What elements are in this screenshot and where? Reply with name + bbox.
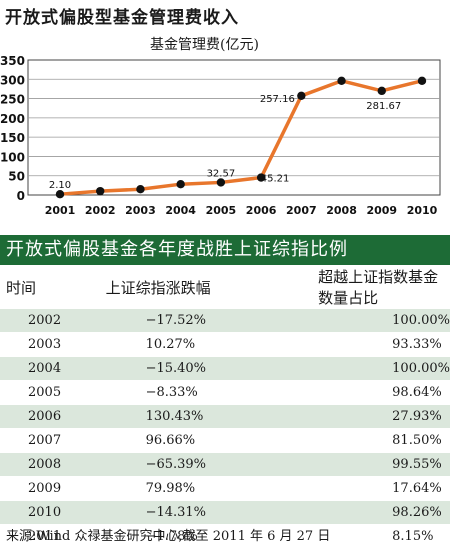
source-note: 来源:Wind 众禄基金研究中心,截至 2011 年 6 月 27 日 [6, 529, 331, 544]
cell-outperform-ratio: 17.64% [294, 476, 450, 501]
cell-outperform-ratio: 27.93% [294, 404, 450, 429]
cell-index-change: −17.52% [87, 308, 295, 333]
data-point [256, 173, 266, 182]
chart-title: 开放式偏股型基金管理费收入 [5, 8, 239, 28]
x-tick-label: 2001 [45, 204, 76, 217]
plot-area [27, 59, 441, 196]
cell-outperform-ratio: 99.55% [294, 452, 450, 477]
cell-year: 2009 [0, 476, 88, 501]
y-tick-label: 0 [17, 189, 25, 203]
table-title: 开放式偏股基金各年度战胜上证综指比例 [0, 235, 450, 265]
cell-outperform-ratio: 98.26% [294, 500, 450, 525]
data-label: 2.10 [49, 180, 71, 191]
table-row: 2008 −65.39% 99.55% [0, 452, 450, 477]
data-point [136, 185, 145, 194]
data-point [216, 178, 226, 187]
cell-outperform-ratio: 100.00% [294, 356, 450, 381]
cell-outperform-ratio: 93.33% [294, 332, 450, 357]
data-label: 257.16 [260, 94, 295, 105]
column-header-index-change: 上证综指涨跌幅 [105, 278, 211, 297]
cell-index-change: 130.43% [87, 404, 295, 429]
cell-index-change: 96.66% [87, 428, 295, 453]
cell-year: 2006 [0, 404, 88, 429]
table-row: 2004 −15.40% 100.00% [0, 356, 450, 381]
y-tick-label: 250 [0, 93, 25, 107]
x-tick-label: 2002 [85, 204, 116, 217]
y-tick-label: 350 [0, 54, 25, 68]
series-line [59, 79, 423, 196]
column-header-outperform-ratio: 超越上证指数基金数量占比 [318, 268, 439, 307]
table-header-row: 时间 上证综指涨跌幅 超越上证指数基金数量占比 [0, 266, 450, 309]
data-label: 45.21 [261, 174, 290, 185]
y-tick-label: 300 [0, 73, 25, 87]
cell-index-change: 79.98% [87, 476, 295, 501]
line-chart: 0 50 100 150 200 250 300 350 2001 2002 2003 2004 200… [0, 54, 441, 217]
cell-outperform-ratio: 98.64% [294, 380, 450, 405]
cell-index-change: −14.31% [87, 500, 295, 525]
cell-year: 2004 [0, 356, 88, 381]
cell-year: 2002 [0, 308, 88, 333]
table-row: 2005 −8.33% 98.64% [0, 380, 450, 405]
data-point [377, 86, 386, 96]
cell-index-change: 10.27% [87, 332, 295, 357]
performance-table: 时间 上证综指涨跌幅 超越上证指数基金数量占比 2002 −17.52% 100.0… [0, 266, 450, 548]
x-tick-label: 2005 [206, 204, 237, 217]
column-header-year: 时间 [6, 278, 37, 297]
cell-year: 2005 [0, 380, 88, 405]
y-tick-label: 100 [0, 150, 25, 164]
data-point [96, 186, 105, 196]
table-row: 2011 −1.78% 8.15% [0, 524, 450, 548]
x-tick-label: 2003 [125, 204, 156, 217]
table-row: 2006 130.43% 27.93% [0, 404, 450, 429]
x-tick-label: 2004 [165, 204, 196, 217]
chart-subtitle: 基金管理费(亿元) [150, 37, 259, 53]
cell-year: 2007 [0, 428, 88, 453]
x-tick-label: 2007 [286, 204, 317, 217]
y-tick-label: 200 [0, 112, 25, 126]
x-tick-label: 2008 [326, 204, 357, 217]
cell-year: 2011 [0, 524, 88, 548]
cell-index-change: −65.39% [87, 452, 295, 477]
table-row: 2009 79.98% 17.64% [0, 476, 450, 501]
cell-outperform-ratio: 100.00% [294, 308, 450, 333]
data-label: 32.57 [207, 168, 236, 179]
cell-year: 2003 [0, 332, 88, 357]
cell-outperform-ratio: 81.50% [294, 428, 450, 453]
y-tick-label: 150 [0, 131, 25, 145]
cell-index-change: −1.78% [87, 524, 295, 548]
cell-year: 2010 [0, 500, 88, 525]
y-tick-label: 50 [8, 170, 25, 184]
x-tick-label: 2009 [366, 204, 397, 217]
data-point [417, 76, 427, 86]
table-row: 2003 10.27% 93.33% [0, 332, 450, 357]
table-row: 2010 −14.31% 98.26% [0, 500, 450, 525]
table-row: 2002 −17.52% 100.00% [0, 308, 450, 333]
cell-index-change: −15.40% [87, 356, 295, 381]
data-point [297, 91, 306, 101]
table-row: 2007 96.66% 81.50% [0, 428, 450, 453]
data-point [55, 189, 65, 199]
x-tick-label: 2010 [407, 204, 438, 217]
data-point [176, 180, 185, 189]
data-point [337, 76, 346, 86]
cell-outperform-ratio: 8.15% [294, 524, 450, 548]
data-label: 281.67 [366, 101, 401, 112]
cell-year: 2008 [0, 452, 88, 477]
x-tick-label: 2006 [246, 204, 277, 217]
cell-index-change: −8.33% [87, 380, 295, 405]
